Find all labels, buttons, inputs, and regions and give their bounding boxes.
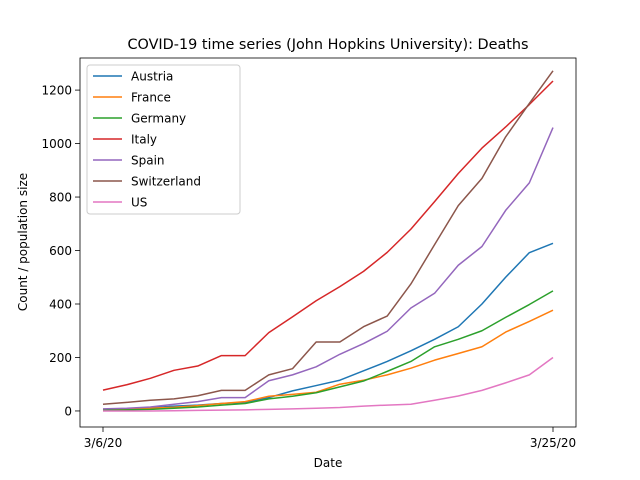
legend-label: Italy (131, 133, 157, 147)
legend-items: Austria France Germany Italy Spain Switzerlan… (93, 70, 201, 210)
x-tick-label-start: 3/6/20 (84, 436, 123, 450)
legend-label: Switzerland (131, 175, 201, 189)
chart-title: COVID-19 time series (John Hopkins Unive… (127, 37, 528, 53)
x-axis-ticks: 3/6/20 3/25/20 (84, 427, 576, 450)
x-tick-label-end: 3/25/20 (530, 436, 576, 450)
y-tick-label: 0 (64, 404, 72, 418)
y-tick-label: 600 (49, 244, 72, 258)
y-tick-label: 1200 (41, 84, 72, 98)
plot-frame (79, 57, 577, 428)
series-line-switzerland (102, 70, 554, 406)
plot-lines (102, 70, 554, 412)
y-axis-label: Count / population size (16, 173, 30, 311)
legend-label: France (131, 91, 171, 105)
legend-box (86, 64, 241, 215)
y-tick-label: 400 (49, 298, 72, 312)
series-line-us (103, 356, 554, 412)
series-line-germany (102, 290, 554, 412)
y-axis-ticks: 0 200 400 600 800 1000 1200 (41, 84, 80, 418)
y-tick-label: 800 (49, 191, 72, 205)
x-axis-label: Date (314, 456, 343, 470)
y-tick-label: 1000 (41, 137, 72, 151)
y-tick-label: 200 (49, 351, 72, 365)
legend-label: Germany (131, 112, 186, 126)
legend-label: US (131, 196, 147, 210)
series-line-spain (102, 127, 554, 410)
legend: Austria France Germany Italy Spain Switzerlan… (86, 64, 241, 215)
series-line-italy (102, 80, 554, 391)
legend-label: Austria (131, 70, 173, 84)
series-line-austria (102, 242, 554, 411)
series-line-france (102, 309, 554, 411)
legend-label: Spain (131, 154, 165, 168)
